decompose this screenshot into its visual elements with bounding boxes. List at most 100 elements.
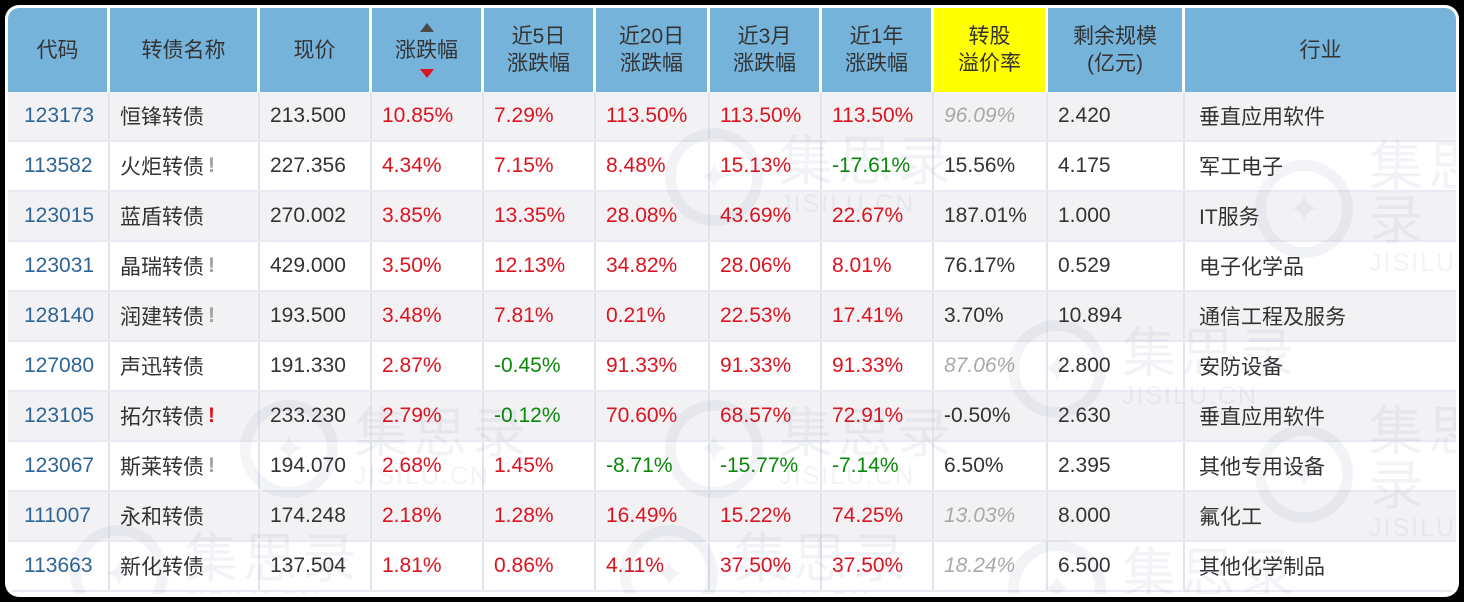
code-value: 113663: [24, 554, 93, 577]
code-value: 123031: [24, 254, 95, 277]
price-cell: 270.002: [260, 192, 372, 240]
column-header-label: 近5日: [511, 25, 566, 48]
code-cell[interactable]: 123173: [8, 92, 110, 140]
column-header-label: 近1年: [849, 25, 904, 48]
code-cell[interactable]: 123031: [8, 242, 110, 290]
bond-name: 蓝盾转债: [120, 206, 204, 229]
column-header-chg20[interactable]: 近20日 涨跌幅: [596, 8, 710, 92]
code-cell[interactable]: 123105: [8, 392, 110, 440]
industry-value: 垂直应用软件: [1199, 106, 1325, 129]
chg5-cell: 13.35%: [484, 192, 596, 240]
code-value: 123105: [24, 404, 95, 427]
chg1y-cell: 37.50%: [822, 542, 934, 590]
column-header-label: 代码: [36, 38, 79, 62]
chg3m-cell: 28.06%: [710, 242, 822, 290]
chg1y-value: 37.50%: [832, 554, 904, 577]
chg-cell: 2.79%: [372, 392, 484, 440]
column-header-industry[interactable]: 行业: [1185, 8, 1456, 92]
chg20-cell: -8.71%: [596, 442, 710, 490]
chg20-cell: 8.48%: [596, 142, 710, 190]
industry-value: IT服务: [1199, 206, 1260, 229]
chg3m-value: 68.57%: [720, 404, 792, 427]
code-cell[interactable]: 123015: [8, 192, 110, 240]
column-header-name[interactable]: 转债名称: [110, 8, 260, 92]
chg20-value: 70.60%: [606, 404, 678, 427]
size-cell: 2.420: [1048, 92, 1185, 140]
chg20-value: 113.50%: [606, 104, 688, 127]
bond-name: 斯莱转债: [120, 456, 204, 479]
code-cell[interactable]: 113663: [8, 542, 110, 590]
size-cell: 1.000: [1048, 192, 1185, 240]
code-value: 113582: [24, 154, 93, 177]
industry-cell: 其他化学制品: [1185, 542, 1456, 590]
column-header-chg5[interactable]: 近5日涨跌幅: [484, 8, 596, 92]
table-row: 123173 恒锋转债 213.500 10.85% 7.29% 113.50% 113.5…: [8, 92, 1456, 142]
chg20-cell: 16.49%: [596, 492, 710, 540]
chg5-value: -0.12%: [494, 404, 561, 427]
size-cell: 4.175: [1048, 142, 1185, 190]
column-header-label: 涨跌幅: [507, 52, 570, 75]
chg20-value: 28.08%: [606, 204, 678, 227]
bond-name: 新化转债: [120, 556, 204, 579]
industry-value: 其他化学制品: [1199, 556, 1325, 579]
name-cell: 拓尔转债!: [110, 392, 260, 440]
premium-cell: 187.01%: [934, 192, 1048, 240]
industry-cell: 其他专用设备: [1185, 442, 1456, 490]
chg1y-cell: 74.25%: [822, 492, 934, 540]
premium-value: 6.50%: [944, 454, 1004, 477]
chg-cell: 3.50%: [372, 242, 484, 290]
chg-value: 2.87%: [382, 354, 442, 377]
chg-cell: 1.81%: [372, 542, 484, 590]
name-cell: 斯莱转债!: [110, 442, 260, 490]
bond-name: 润建转债: [120, 306, 204, 329]
chg-cell: 2.18%: [372, 492, 484, 540]
sort-desc-icon-active: [419, 68, 434, 78]
chg3m-cell: 22.53%: [710, 292, 822, 340]
size-value: 6.500: [1058, 554, 1111, 577]
chg5-value: 1.45%: [494, 454, 554, 477]
industry-cell: 电子化学品: [1185, 242, 1456, 290]
chg3m-value: -15.77%: [720, 454, 799, 477]
chg3m-cell: -15.77%: [710, 442, 822, 490]
chg3m-value: 91.33%: [720, 354, 792, 377]
price-value: 193.500: [270, 304, 346, 327]
price-cell: 174.248: [260, 492, 372, 540]
chg1y-value: 72.91%: [832, 404, 904, 427]
industry-value: 安防设备: [1199, 356, 1283, 379]
table-row: 113663 新化转债 137.504 1.81% 0.86% 4.11% 37.50% 37…: [8, 542, 1456, 592]
code-cell[interactable]: 128140: [8, 292, 110, 340]
table-row: 127080 声迅转债 191.330 2.87% -0.45% 91.33% 91.33%…: [8, 342, 1456, 392]
column-header-price[interactable]: 现价: [260, 8, 372, 92]
code-cell[interactable]: 111007: [8, 492, 110, 540]
code-cell[interactable]: 123067: [8, 442, 110, 490]
chg3m-value: 43.69%: [720, 204, 792, 227]
bond-name: 拓尔转债: [120, 406, 204, 429]
premium-value: 13.03%: [944, 504, 1016, 527]
chg5-cell: 0.86%: [484, 542, 596, 590]
chg1y-cell: 72.91%: [822, 392, 934, 440]
chg20-value: 0.21%: [606, 304, 666, 327]
chg-cell: 10.85%: [372, 92, 484, 140]
code-cell[interactable]: 113582: [8, 142, 110, 190]
size-cell: 10.894: [1048, 292, 1185, 340]
column-header-premium[interactable]: 转股 溢价率: [934, 8, 1048, 92]
industry-value: 垂直应用软件: [1199, 406, 1325, 429]
column-header-chg[interactable]: 涨跌幅: [372, 8, 484, 92]
price-value: 270.002: [270, 204, 346, 227]
table-row: 123031 晶瑞转债! 429.000 3.50% 12.13% 34.82% 28.06…: [8, 242, 1456, 292]
chg-value: 10.85%: [382, 104, 454, 127]
column-header-size[interactable]: 剩余规模 (亿元): [1048, 8, 1185, 92]
column-header-chg1y[interactable]: 近1年 涨跌幅: [822, 8, 934, 92]
code-cell[interactable]: 127080: [8, 342, 110, 390]
chg-value: 2.18%: [382, 504, 442, 527]
chg20-cell: 4.11%: [596, 542, 710, 590]
column-header-chg3m[interactable]: 近3月 涨跌幅: [710, 8, 822, 92]
price-value: 213.500: [270, 104, 346, 127]
chg5-value: 1.28%: [494, 504, 554, 527]
chg-value: 3.50%: [382, 254, 442, 277]
premium-cell: 96.09%: [934, 92, 1048, 140]
column-header-code[interactable]: 代码: [8, 8, 110, 92]
chg20-value: -8.71%: [606, 454, 673, 477]
chg3m-value: 15.22%: [720, 504, 792, 527]
size-value: 2.395: [1058, 454, 1111, 477]
